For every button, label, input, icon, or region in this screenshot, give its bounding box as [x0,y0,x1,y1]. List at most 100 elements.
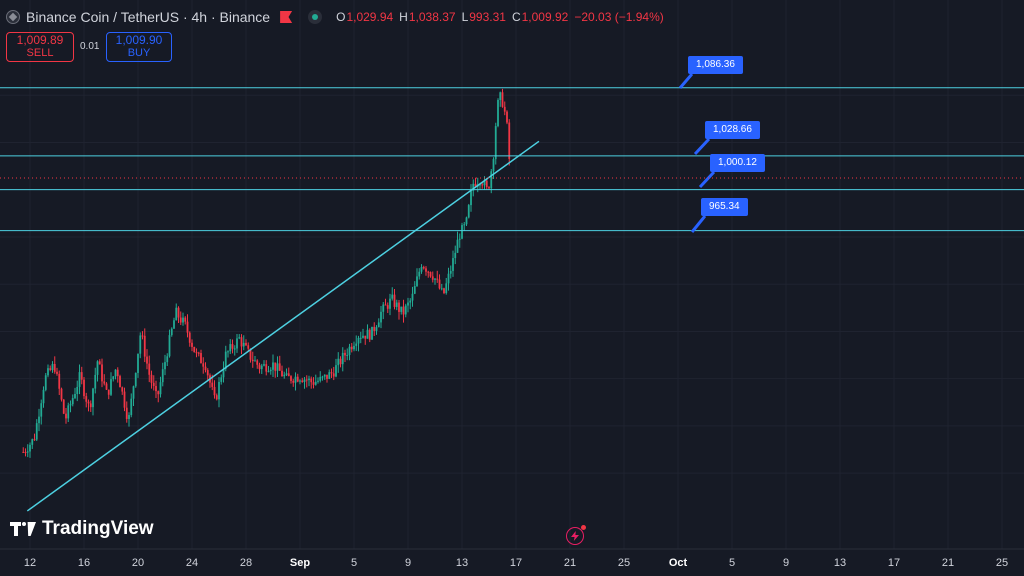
candle-body [499,92,502,101]
candle-body [168,335,171,357]
level-label-pointer [693,137,711,156]
candle-body [58,373,61,389]
candle-body [60,388,63,400]
flag-icon[interactable] [280,11,293,23]
candle-body [310,378,313,383]
candle-body [215,395,218,400]
candle-body [375,327,378,331]
candle-body [110,379,112,395]
candle-body [231,344,234,349]
level-label-4[interactable]: 965.34 [701,198,748,216]
candle-body [458,238,461,240]
candle-body [465,217,468,225]
candle-body [265,364,268,372]
candle-body [319,376,322,381]
candle-body [479,184,481,186]
candle-body [362,335,364,338]
candle-body [407,302,409,306]
level-label-1[interactable]: 1,086.36 [688,56,743,74]
market-status-icon[interactable] [308,10,323,24]
level-label-2[interactable]: 1,028.66 [705,121,760,139]
candle-body [380,311,382,323]
candle-body [431,276,434,280]
high-value: 1,038.37 [408,10,456,24]
candle-body [267,371,270,373]
time-axis-tick-label: 5 [729,557,735,569]
time-axis-tick-label: 12 [24,557,36,569]
candle-body [506,111,508,123]
candle-body [386,305,389,309]
candle-body [76,386,79,394]
trend-line[interactable] [26,140,540,512]
candle-body [56,371,58,374]
candle-body [53,363,56,372]
candle-body [224,351,227,369]
candle-body [182,317,184,323]
candle-body [425,268,427,272]
candle-body [413,286,416,294]
candle-body [497,100,499,127]
candle-body [166,356,169,363]
time-axis-tick-label: 13 [456,557,468,569]
candle-body [238,337,241,339]
change-value: −20.03 (−1.94%) [574,10,664,24]
time-axis-tick-label: 20 [132,557,144,569]
candle-body [123,391,126,408]
candle-body [323,374,326,377]
candle-body [222,368,225,378]
candle-body [170,328,173,336]
sell-button[interactable]: 1,009.89 SELL [6,32,74,62]
candle-body [229,344,232,352]
buy-button[interactable]: 1,009.90 BUY [106,32,172,62]
candle-body [233,348,236,350]
candle-body [148,363,151,375]
candle-body [292,380,295,383]
time-axis-tick-label: 17 [888,557,900,569]
candle-body [371,326,373,340]
time-axis-tick-label: 9 [783,557,789,569]
candle-body [355,343,358,346]
candle-body [35,423,38,440]
candle-body [31,439,34,445]
candle-body [409,300,412,303]
candle-body [341,352,344,365]
candle-body [436,278,439,280]
candle-body [24,452,27,454]
candle-body [285,373,288,375]
candle-body [481,184,484,186]
candle-body [150,374,153,383]
candle-body [330,372,333,374]
candle-body [143,335,146,357]
candle-body [463,224,466,226]
candle-body [422,267,425,269]
candle-body [335,365,337,377]
candle-body [301,380,304,382]
candle-body [447,273,450,284]
candle-body [44,375,47,390]
candle-body [368,329,371,340]
candle-body [211,382,214,387]
candle-body [474,183,477,187]
candle-body [204,366,207,371]
candle-body [411,293,414,301]
candle-body [242,342,245,347]
lightning-icon[interactable] [566,525,586,545]
candle-body [299,380,301,382]
level-label-3[interactable]: 1,000.12 [710,154,765,172]
symbol-title[interactable]: Binance Coin / TetherUS · 4h · Binance [26,9,271,25]
candle-body [119,376,121,388]
candle-body [256,360,259,365]
time-axis-tick-label: 21 [564,557,576,569]
candle-body [461,225,463,239]
time-axis-tick-label: 24 [186,557,198,569]
candle-body [134,372,137,387]
tradingview-logo[interactable]: TradingView [10,518,154,540]
candle-body [152,382,155,386]
time-axis-tick-label: Oct [669,557,688,569]
candle-body [42,389,45,404]
candle-body [188,332,191,343]
candle-body [141,335,144,337]
candle-body [456,239,459,253]
candle-body [501,92,504,107]
